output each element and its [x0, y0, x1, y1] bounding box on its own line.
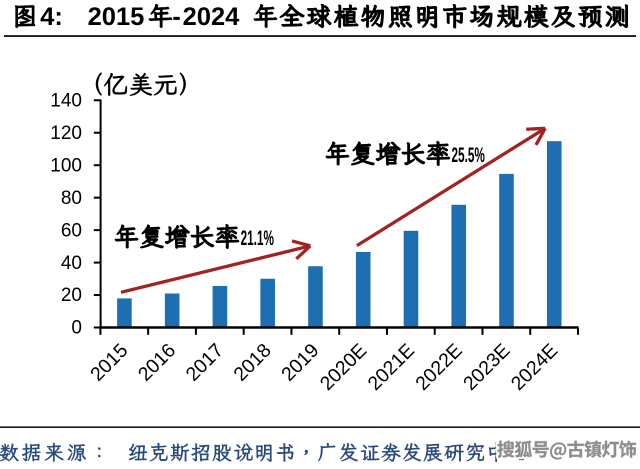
svg-text:100: 100 — [50, 155, 82, 176]
svg-text:2021E: 2021E — [364, 339, 419, 394]
svg-text:120: 120 — [50, 123, 82, 144]
svg-text:2017: 2017 — [182, 339, 228, 385]
svg-text:2015: 2015 — [86, 339, 132, 385]
svg-text:40: 40 — [61, 253, 82, 274]
svg-text:140: 140 — [50, 90, 82, 111]
svg-text:2023E: 2023E — [459, 339, 514, 394]
svg-text:2016: 2016 — [134, 339, 180, 385]
svg-text:2018: 2018 — [229, 339, 275, 385]
svg-text:0: 0 — [71, 318, 82, 339]
svg-text:60: 60 — [61, 220, 82, 241]
svg-text:2020E: 2020E — [316, 339, 371, 394]
svg-text:2022E: 2022E — [411, 339, 466, 394]
svg-text:20: 20 — [61, 285, 82, 306]
svg-text:80: 80 — [61, 188, 82, 209]
svg-text:2024E: 2024E — [507, 339, 562, 394]
